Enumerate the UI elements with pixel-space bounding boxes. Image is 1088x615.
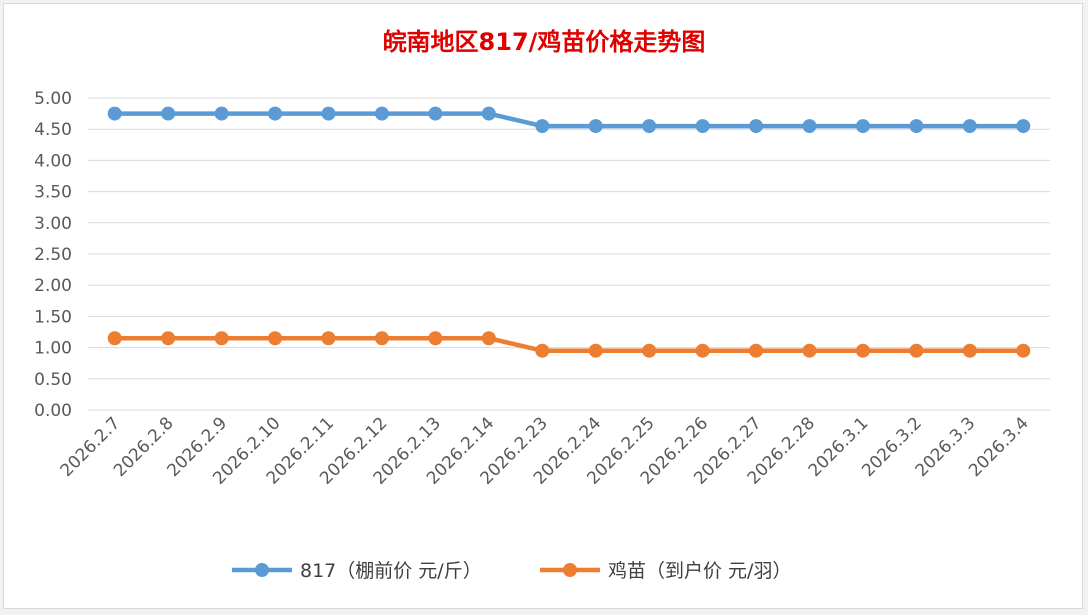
chart-frame [3,3,1083,609]
data-point [107,106,122,121]
data-point [374,331,389,346]
y-axis: 0.00 0.50 1.00 1.50 2.00 2.50 3.00 3.50 4.00 4.50… [34,89,72,421]
series-layer [107,106,1031,358]
data-point [214,331,229,346]
legend-marker [563,563,577,577]
data-point [855,119,870,134]
gridlines [88,97,1050,411]
data-point [1016,343,1031,358]
data-point [161,106,176,121]
y-tick-label: 0.00 [34,401,72,421]
y-tick-label: 3.50 [34,183,72,203]
y-tick-label: 5.00 [34,89,72,109]
data-point [428,331,443,346]
legend-label: 鸡苗（到户价 元/羽） [608,560,791,582]
data-point [214,106,229,121]
data-point [749,119,764,134]
data-point [909,343,924,358]
data-point [695,119,710,134]
data-point [909,119,924,134]
data-point [481,106,496,121]
data-point [107,331,122,346]
data-point [695,343,710,358]
data-point [962,119,977,134]
data-point [855,343,870,358]
y-tick-label: 1.50 [34,307,72,327]
data-point [321,331,336,346]
data-point [535,343,550,358]
data-point [749,343,764,358]
data-point [481,331,496,346]
data-point [802,119,817,134]
data-point [1016,119,1031,134]
y-tick-label: 2.50 [34,245,72,265]
legend-marker [255,563,269,577]
series-1 [107,106,1031,134]
data-point [588,343,603,358]
data-point [268,331,283,346]
y-tick-label: 0.50 [34,370,72,390]
data-point [374,106,389,121]
data-point [588,119,603,134]
legend-label: 817（棚前价 元/斤） [300,560,482,582]
data-point [161,331,176,346]
series-line [114,111,1024,129]
y-tick-label: 1.00 [34,339,72,359]
y-tick-label: 4.00 [34,151,72,171]
data-point [642,343,657,358]
data-point [802,343,817,358]
y-tick-label: 3.00 [34,214,72,234]
series-line [114,335,1024,353]
legend: 817（棚前价 元/斤） 鸡苗（到户价 元/羽） [232,560,791,582]
data-point [321,106,336,121]
data-point [962,343,977,358]
y-tick-label: 2.00 [34,276,72,296]
series-2 [107,331,1031,358]
chart-title: 皖南地区817/鸡苗价格走势图 [383,28,706,56]
y-tick-label: 4.50 [34,120,72,140]
x-axis: 2026.2.72026.2.82026.2.92026.2.102026.2.… [57,413,1033,488]
data-point [535,119,550,134]
data-point [642,119,657,134]
data-point [268,106,283,121]
data-point [428,106,443,121]
